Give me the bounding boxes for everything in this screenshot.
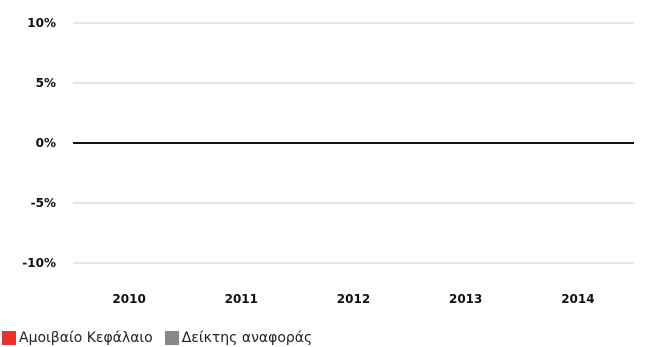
x-axis-ticks: 2010 2011 2012 2013 2014 [112,292,594,306]
y-axis-ticks: 10% 5% 0% -5% -10% [22,16,56,270]
x-tick-label: 2012 [337,292,370,306]
x-tick-label: 2011 [225,292,258,306]
legend-swatch-benchmark [164,331,179,345]
legend-label-benchmark: Δείκτης αναφοράς [181,330,313,346]
legend-swatch-fund [2,331,16,345]
x-tick-label: 2014 [561,292,594,306]
gridlines [73,22,634,264]
legend-label-fund: Αμοιβαίο Κεφάλαιο [19,330,153,346]
y-tick-label: 0% [36,136,56,150]
legend-item-benchmark[interactable]: Δείκτης αναφοράς [164,330,313,346]
legend-item-fund[interactable]: Αμοιβαίο Κεφάλαιο [2,330,153,346]
y-tick-label: 5% [36,76,56,90]
y-tick-label: -10% [22,256,56,270]
y-tick-label: -5% [31,196,56,210]
x-tick-label: 2010 [112,292,145,306]
legend: Αμοιβαίο Κεφάλαιο Δείκτης αναφοράς [2,330,324,346]
x-tick-label: 2013 [449,292,482,306]
y-tick-label: 10% [27,16,56,30]
